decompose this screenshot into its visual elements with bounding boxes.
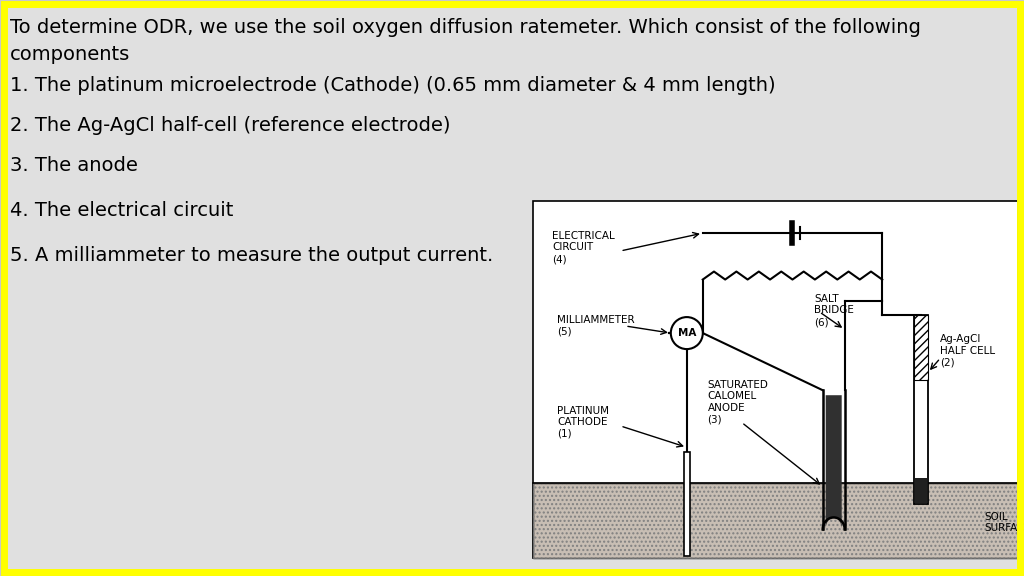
Text: 3. The anode: 3. The anode [10, 156, 138, 175]
Text: 4. The electrical circuit: 4. The electrical circuit [10, 201, 233, 220]
Text: 1. The platinum microelectrode (Cathode) (0.65 mm diameter & 4 mm length): 1. The platinum microelectrode (Cathode)… [10, 76, 775, 95]
Text: MA: MA [678, 328, 696, 338]
Text: PLATINUM
CATHODE
(1): PLATINUM CATHODE (1) [557, 406, 609, 439]
Polygon shape [825, 395, 842, 529]
Text: 5. A milliammeter to measure the output current.: 5. A milliammeter to measure the output … [10, 246, 494, 265]
Text: 2. The Ag-AgCl half-cell (reference electrode): 2. The Ag-AgCl half-cell (reference elec… [10, 116, 451, 135]
Text: components: components [10, 45, 130, 64]
Text: SOIL
SURFACE: SOIL SURFACE [984, 511, 1024, 533]
FancyBboxPatch shape [4, 4, 1020, 572]
Text: MILLIAMMETER
(5): MILLIAMMETER (5) [557, 315, 635, 337]
FancyBboxPatch shape [534, 201, 1018, 558]
Text: Ag-AgCl
HALF CELL
(2): Ag-AgCl HALF CELL (2) [940, 334, 995, 367]
Text: ELECTRICAL
CIRCUIT
(4): ELECTRICAL CIRCUIT (4) [552, 231, 615, 264]
Text: SALT
BRIDGE
(6): SALT BRIDGE (6) [814, 294, 854, 327]
Bar [684, 453, 690, 556]
Text: To determine ODR, we use the soil oxygen diffusion ratemeter. Which consist of t: To determine ODR, we use the soil oxygen… [10, 18, 921, 37]
Bar [914, 315, 928, 380]
Circle shape [671, 317, 702, 349]
Text: SATURATED
CALOMEL
ANODE
(3): SATURATED CALOMEL ANODE (3) [708, 380, 768, 425]
Polygon shape [534, 483, 1018, 558]
Bar [914, 315, 928, 505]
Bar [915, 479, 927, 503]
